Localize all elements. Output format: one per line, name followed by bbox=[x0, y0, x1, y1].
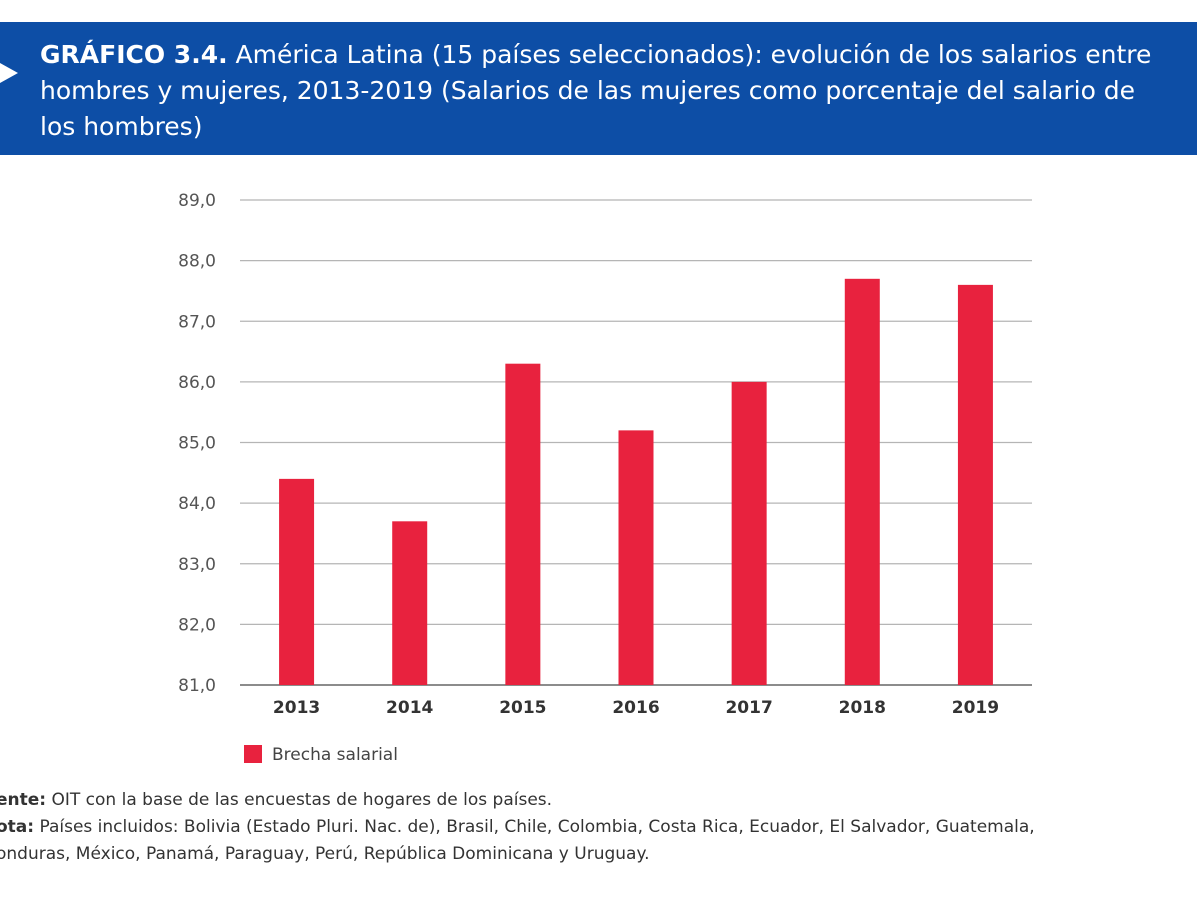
x-tick-label: 2017 bbox=[725, 698, 772, 718]
y-axis-ticks: 81,0 82,0 83,0 84,0 85,0 86,0 87,0 88,0 89,0 bbox=[178, 191, 216, 696]
bar-2017 bbox=[731, 381, 767, 685]
y-tick-label: 81,0 bbox=[178, 676, 216, 696]
legend-swatch bbox=[244, 745, 262, 763]
chart-header: GRÁFICO 3.4. América Latina (15 países s… bbox=[0, 22, 1197, 155]
note-text-2: onduras, México, Panamá, Paraguay, Perú,… bbox=[0, 844, 650, 864]
y-tick-label: 85,0 bbox=[178, 434, 216, 454]
note-line-2: onduras, México, Panamá, Paraguay, Perú,… bbox=[0, 841, 1200, 868]
y-tick-label: 84,0 bbox=[178, 494, 216, 514]
x-tick-label: 2019 bbox=[952, 698, 999, 718]
bar-2015 bbox=[505, 363, 541, 685]
y-tick-label: 83,0 bbox=[178, 555, 216, 575]
x-tick-label: 2018 bbox=[839, 698, 886, 718]
source-text: OIT con la base de las encuestas de hoga… bbox=[46, 790, 553, 810]
bar-2019 bbox=[957, 284, 993, 685]
figure-label: GRÁFICO 3.4. bbox=[40, 40, 228, 69]
bar-2018 bbox=[844, 278, 880, 685]
x-axis-ticks: 2013 2014 2015 2016 2017 2018 2019 bbox=[273, 698, 999, 718]
note-label: ota: bbox=[0, 817, 35, 837]
x-tick-label: 2016 bbox=[612, 698, 659, 718]
source-line: ente: OIT con la base de las encuestas d… bbox=[0, 787, 1200, 814]
chart-notes: ente: OIT con la base de las encuestas d… bbox=[0, 787, 1200, 868]
bars bbox=[279, 278, 993, 685]
note-text-1: Países incluidos: Bolivia (Estado Pluri.… bbox=[34, 817, 1035, 837]
chart-title: GRÁFICO 3.4. América Latina (15 países s… bbox=[40, 37, 1170, 145]
source-label: ente: bbox=[0, 790, 47, 810]
legend-label: Brecha salarial bbox=[272, 745, 398, 765]
y-tick-label: 87,0 bbox=[178, 312, 216, 332]
y-tick-label: 88,0 bbox=[178, 252, 216, 272]
y-tick-label: 89,0 bbox=[178, 191, 216, 211]
y-tick-label: 86,0 bbox=[178, 373, 216, 393]
bar-2016 bbox=[618, 430, 654, 685]
bar-chart: 81,0 82,0 83,0 84,0 85,0 86,0 87,0 88,0 89,0 201… bbox=[178, 191, 1032, 765]
header-arrow-icon bbox=[0, 63, 18, 83]
bar-2014 bbox=[392, 521, 428, 685]
x-tick-label: 2013 bbox=[273, 698, 320, 718]
note-line-1: ota: Países incluidos: Bolivia (Estado P… bbox=[0, 814, 1200, 841]
y-tick-label: 82,0 bbox=[178, 615, 216, 635]
x-tick-label: 2015 bbox=[499, 698, 546, 718]
bar-2013 bbox=[279, 478, 315, 685]
legend: Brecha salarial bbox=[244, 745, 398, 765]
x-tick-label: 2014 bbox=[386, 698, 433, 718]
chart-title-text: América Latina (15 países seleccionados)… bbox=[40, 40, 1152, 141]
